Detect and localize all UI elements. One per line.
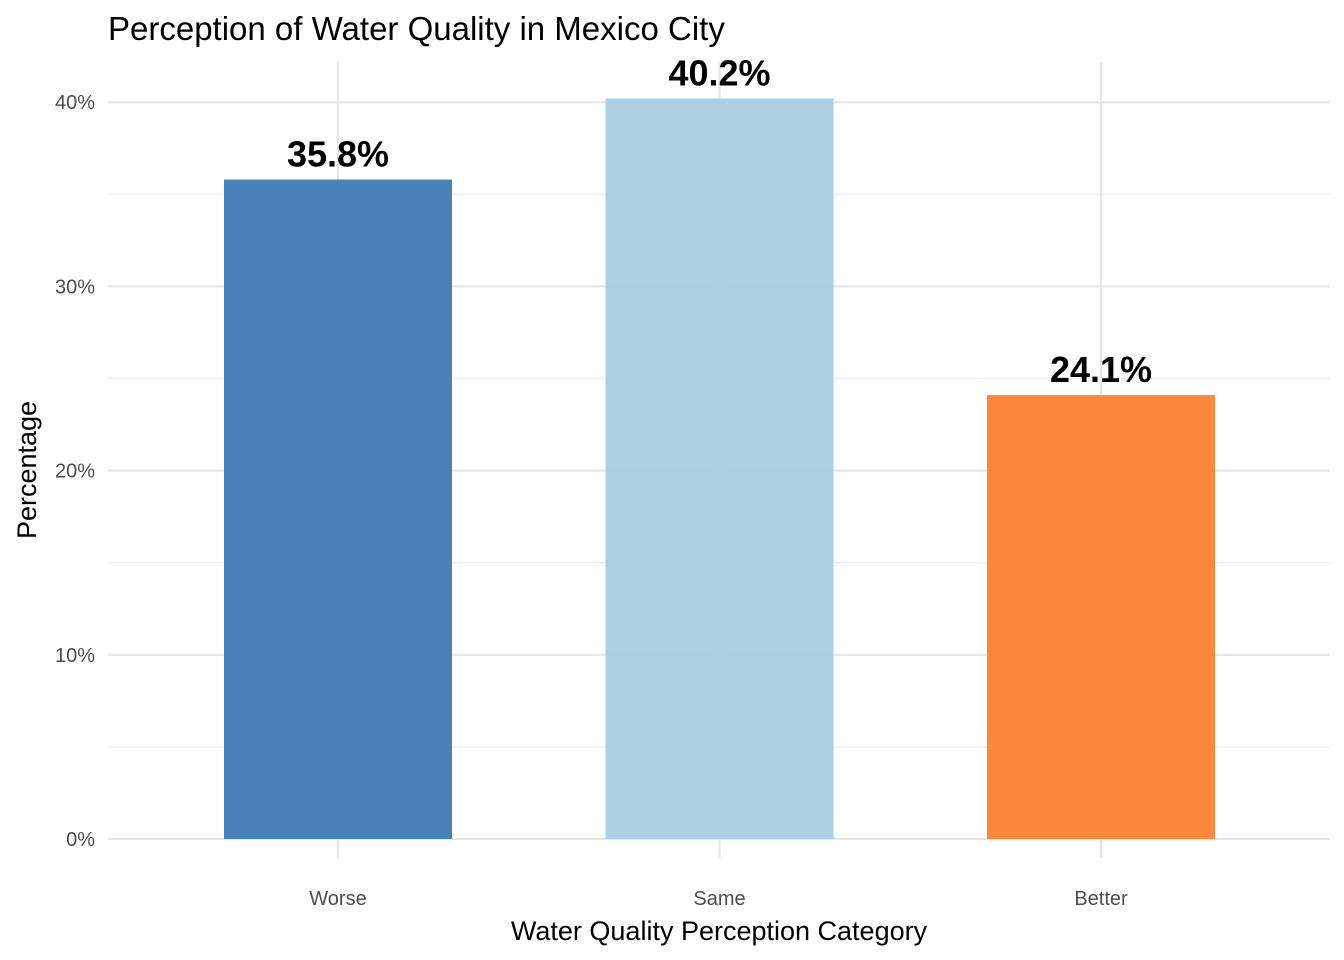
y-axis-title: Percentage	[12, 401, 42, 539]
y-tick-label: 40%	[55, 92, 95, 114]
x-axis-title: Water Quality Perception Category	[511, 916, 928, 946]
bar-same	[605, 98, 834, 840]
x-axis-ticks: Worse Same Better	[309, 888, 1128, 910]
bar-better	[987, 395, 1215, 839]
x-tick-label-better: Better	[1074, 888, 1128, 910]
y-axis-ticks: 0% 10% 20% 30% 40%	[55, 92, 95, 851]
bars	[224, 98, 1215, 840]
x-tick-label-worse: Worse	[309, 888, 366, 910]
y-tick-label: 0%	[66, 829, 95, 851]
y-tick-label: 10%	[55, 645, 95, 667]
chart-title: Perception of Water Quality in Mexico Ci…	[108, 10, 725, 47]
data-labels: 35.8% 40.2% 24.1%	[287, 53, 1152, 391]
data-label-same: 40.2%	[668, 53, 770, 94]
y-tick-label: 20%	[55, 461, 95, 483]
x-tick-label-same: Same	[693, 888, 745, 910]
data-label-better: 24.1%	[1050, 349, 1152, 390]
data-label-worse: 35.8%	[287, 134, 389, 175]
y-tick-label: 30%	[55, 276, 95, 298]
bar-worse	[224, 179, 452, 840]
